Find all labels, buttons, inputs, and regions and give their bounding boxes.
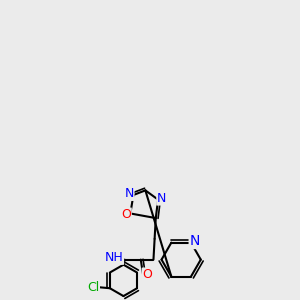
- Text: Cl: Cl: [87, 280, 99, 294]
- Text: N: N: [124, 187, 134, 200]
- Text: NH: NH: [105, 251, 124, 264]
- Text: O: O: [121, 208, 131, 221]
- Text: N: N: [189, 235, 200, 248]
- Text: N: N: [157, 192, 166, 205]
- Text: O: O: [142, 268, 152, 281]
